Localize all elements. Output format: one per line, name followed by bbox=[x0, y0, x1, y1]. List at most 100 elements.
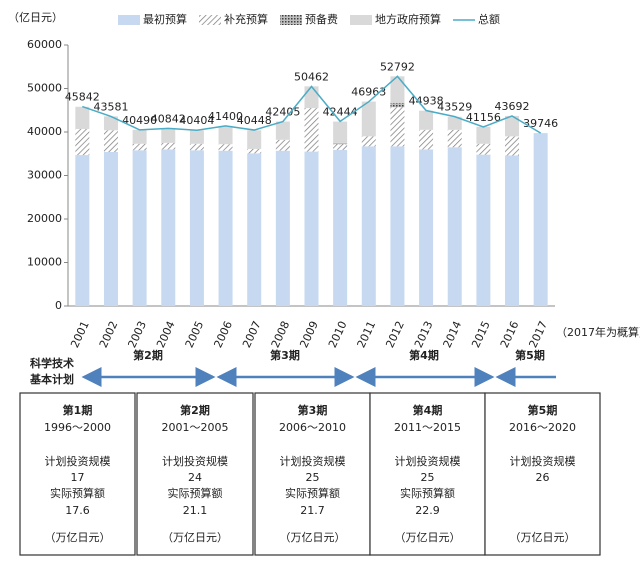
x-tick-label: 2003 bbox=[125, 319, 149, 350]
bar-segment bbox=[75, 128, 90, 156]
bar-segment bbox=[161, 149, 176, 306]
bar-segment bbox=[189, 143, 204, 151]
data-label: 42405 bbox=[265, 106, 300, 119]
x-tick-label: 2006 bbox=[211, 319, 235, 350]
bar-segment bbox=[333, 149, 348, 306]
total-line bbox=[82, 75, 542, 134]
arrow-label: 第4期 bbox=[409, 348, 439, 362]
bar-segment bbox=[419, 149, 434, 306]
bar-segment bbox=[361, 101, 376, 137]
x-tick-label: 2008 bbox=[269, 319, 293, 350]
bar-segment bbox=[275, 121, 290, 140]
bar-segment bbox=[75, 106, 90, 129]
x-tick-label: 2016 bbox=[498, 319, 522, 350]
bar-segment bbox=[189, 130, 204, 144]
box-unit: （万亿日元） bbox=[395, 531, 461, 544]
box-years: 2016～2020 bbox=[509, 421, 576, 434]
data-label: 52792 bbox=[380, 60, 415, 73]
bar-segment bbox=[505, 155, 520, 306]
data-label: 40404 bbox=[179, 114, 214, 127]
box-actual-label: 实际预算额 bbox=[285, 486, 340, 500]
x-tick-label: 2009 bbox=[297, 319, 321, 350]
legend-label: 总额 bbox=[478, 12, 500, 26]
bar-segment bbox=[247, 153, 262, 306]
bar-segment bbox=[103, 116, 118, 131]
box-planned: 26 bbox=[536, 471, 550, 484]
box-period: 第4期 bbox=[413, 403, 443, 417]
bar-segment bbox=[447, 147, 462, 306]
y-tick-label: 20000 bbox=[27, 212, 62, 225]
bar-segment bbox=[390, 146, 405, 306]
x-tick-label: 2010 bbox=[326, 319, 350, 350]
note: （2017年为概算） bbox=[556, 325, 640, 339]
data-label: 45842 bbox=[65, 91, 100, 104]
box-period: 第1期 bbox=[63, 403, 93, 417]
bar-segment bbox=[75, 155, 90, 306]
bar-segment bbox=[304, 108, 319, 152]
bar-segment bbox=[333, 142, 348, 145]
legend-marker bbox=[280, 15, 302, 25]
data-label: 40448 bbox=[237, 114, 272, 127]
data-label: 44938 bbox=[409, 95, 444, 108]
y-tick-label: 10000 bbox=[27, 256, 62, 269]
box-actual-label: 实际预算额 bbox=[400, 486, 455, 500]
x-tick-label: 2001 bbox=[68, 319, 92, 350]
y-tick-label: 40000 bbox=[27, 125, 62, 138]
bar-segment bbox=[419, 129, 434, 150]
plan-box bbox=[484, 392, 601, 556]
x-tick-label: 2007 bbox=[240, 319, 264, 350]
box-planned: 25 bbox=[421, 471, 435, 484]
arrow-label: 第5期 bbox=[515, 348, 545, 362]
bar-segment bbox=[247, 148, 262, 154]
box-unit: （万亿日元） bbox=[45, 531, 111, 544]
legend-label: 最初预算 bbox=[143, 12, 187, 26]
plan-box bbox=[136, 392, 254, 556]
box-planned-label: 计划投资规模 bbox=[395, 454, 461, 468]
bar-segment bbox=[447, 116, 462, 130]
arrow-label: 第2期 bbox=[133, 348, 163, 362]
data-label: 41400 bbox=[208, 110, 243, 123]
bar-segment bbox=[304, 86, 319, 109]
box-actual: 17.6 bbox=[65, 504, 90, 517]
data-label: 43529 bbox=[437, 101, 472, 114]
box-actual: 21.1 bbox=[183, 504, 208, 517]
x-tick-label: 2011 bbox=[355, 319, 379, 350]
box-planned-label: 计划投资规模 bbox=[162, 454, 228, 468]
bar-segment bbox=[390, 76, 405, 103]
box-planned: 24 bbox=[188, 471, 202, 484]
data-label: 41156 bbox=[466, 111, 501, 124]
bar-segment bbox=[218, 150, 233, 306]
y-tick-label: 60000 bbox=[27, 38, 62, 51]
bar-segment bbox=[390, 102, 405, 108]
bar-segment bbox=[533, 133, 548, 306]
bar-segment bbox=[476, 126, 491, 144]
bar-segment bbox=[275, 139, 290, 151]
box-actual: 22.9 bbox=[415, 504, 440, 517]
box-years: 2011～2015 bbox=[394, 421, 461, 434]
box-period: 第2期 bbox=[180, 403, 210, 417]
plan-box bbox=[19, 392, 136, 556]
bar-segment bbox=[161, 142, 176, 150]
box-actual-label: 实际预算额 bbox=[50, 486, 105, 500]
box-years: 1996～2000 bbox=[44, 421, 111, 434]
data-label: 40842 bbox=[151, 112, 186, 125]
bar-segment bbox=[333, 121, 348, 143]
legend-marker bbox=[199, 15, 221, 25]
box-years: 2006～2010 bbox=[279, 421, 346, 434]
bar-segment bbox=[275, 150, 290, 306]
box-planned-label: 计划投资规模 bbox=[510, 454, 576, 468]
bar-segment bbox=[361, 146, 376, 306]
data-label: 50462 bbox=[294, 70, 329, 83]
box-unit: （万亿日元） bbox=[280, 531, 346, 544]
plan-label: 科学技术 bbox=[30, 356, 74, 370]
legend-marker bbox=[118, 15, 140, 25]
x-tick-label: 2005 bbox=[183, 319, 207, 350]
bar-segment bbox=[132, 129, 147, 144]
x-tick-label: 2002 bbox=[97, 319, 121, 350]
y-axis-label: （亿日元） bbox=[8, 11, 63, 24]
x-tick-label: 2013 bbox=[412, 319, 436, 350]
bar-segment bbox=[361, 136, 376, 147]
data-label: 46963 bbox=[351, 86, 386, 99]
data-label: 39746 bbox=[523, 117, 558, 130]
